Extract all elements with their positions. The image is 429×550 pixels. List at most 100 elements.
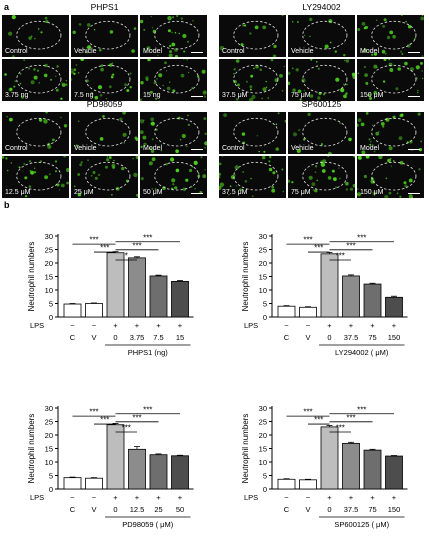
fluorescent-cell: [55, 88, 59, 92]
bar: [277, 305, 296, 318]
fluorescent-cell: [146, 46, 151, 51]
bar: [85, 477, 103, 490]
fluorescent-cell: [357, 28, 361, 31]
fluorescent-cell: [175, 149, 179, 153]
micrograph-tile: 150 μM: [357, 156, 424, 198]
fluorescent-cell: [333, 171, 335, 173]
y-tick-label: 30: [259, 404, 267, 413]
fluorescent-cell: [219, 45, 225, 51]
lps-sign: +: [392, 493, 397, 502]
fluorescent-cell: [34, 37, 36, 40]
fluorescent-cell: [43, 73, 48, 78]
lps-sign: +: [349, 321, 354, 330]
fluorescent-cell: [151, 138, 154, 141]
fluorescent-cell: [312, 189, 315, 191]
fluorescent-cell: [60, 183, 65, 188]
fluorescent-cell: [90, 174, 93, 177]
fluorescent-cell: [421, 55, 424, 57]
fluorescent-cell: [142, 135, 147, 140]
fluorescent-cell: [390, 165, 392, 167]
fluorescent-cell: [233, 68, 236, 71]
fluorescent-cell: [143, 142, 147, 146]
fluorescent-cell: [372, 191, 377, 196]
micrograph-tile: 3.75 ng: [2, 59, 69, 101]
fluorescent-cell: [219, 172, 221, 176]
outline-dashed-ellipse: [154, 20, 200, 50]
micrograph-tile: Control: [2, 15, 69, 57]
tile-label: Vehicle: [74, 48, 97, 55]
fluorescent-cell: [323, 93, 325, 96]
fluorescent-cell: [182, 187, 187, 192]
fluorescent-cell: [400, 50, 402, 53]
fluorescent-cell: [140, 119, 142, 121]
micrograph-tile: Model: [140, 15, 207, 57]
fluorescent-cell: [248, 98, 254, 101]
y-tick-label: 10: [45, 458, 53, 467]
bar: [106, 252, 125, 318]
y-tick-label: 5: [49, 300, 53, 309]
fluorescent-cell: [55, 75, 57, 77]
fluorescent-cell: [383, 18, 387, 22]
fluorescent-cell: [85, 79, 89, 83]
fluorescent-cell: [292, 67, 294, 70]
fluorescent-cell: [162, 84, 164, 87]
fluorescent-cell: [178, 32, 180, 35]
fluorescent-cell: [77, 72, 80, 74]
fluorescent-cell: [151, 27, 154, 29]
fluorescent-cell: [72, 30, 76, 34]
outline-dashed-ellipse: [233, 161, 279, 191]
fluorescent-cell: [316, 61, 318, 63]
y-axis-label: Neutrophil numbers: [241, 242, 250, 312]
fluorescent-cell: [56, 183, 60, 187]
lps-row-label: LPS: [244, 493, 258, 502]
fluorescent-cell: [28, 185, 32, 188]
significance-label: ***: [100, 416, 109, 425]
fluorescent-cell: [34, 167, 36, 169]
fluorescent-cell: [171, 178, 176, 183]
fluorescence-image: [292, 112, 352, 154]
bar: [106, 424, 125, 490]
fluorescent-cell: [77, 173, 81, 176]
fluorescent-cell: [408, 178, 413, 183]
fluorescent-cell: [382, 125, 385, 128]
fluorescent-cell: [253, 67, 255, 70]
y-tick-label: 15: [259, 273, 267, 282]
outline-dashed-ellipse: [233, 64, 279, 94]
fluorescent-cell: [55, 170, 57, 173]
fluorescent-cell: [191, 87, 194, 89]
lps-sign: +: [327, 321, 332, 330]
fluorescent-cell: [187, 40, 189, 43]
fluorescent-cell: [71, 70, 74, 74]
fluorescent-cell: [174, 48, 178, 52]
y-tick-label: 0: [263, 313, 267, 322]
fluorescent-cell: [283, 65, 286, 68]
fluorescent-cell: [256, 135, 258, 137]
fluorescent-cell: [74, 185, 76, 188]
tile-label: Model: [360, 48, 380, 55]
y-tick-label: 10: [259, 286, 267, 295]
fluorescent-cell: [119, 117, 123, 121]
lps-sign: +: [135, 493, 140, 502]
fluorescent-cell: [172, 16, 175, 19]
y-tick-label: 5: [49, 472, 53, 481]
fluorescent-cell: [340, 88, 345, 93]
fluorescent-cell: [129, 72, 132, 75]
micrograph-tile: 37.5 μM: [219, 156, 286, 198]
fluorescent-cell: [169, 44, 172, 48]
fluorescent-cell: [263, 150, 266, 153]
fluorescent-cell: [135, 137, 138, 141]
fluorescent-cell: [375, 19, 378, 21]
fluorescent-cell: [311, 182, 316, 186]
y-tick-label: 25: [45, 246, 53, 255]
fluorescent-cell: [309, 17, 313, 22]
fluorescent-cell: [346, 83, 348, 86]
y-tick-label: 15: [45, 273, 53, 282]
y-tick-label: 10: [45, 286, 53, 295]
fluorescent-cell: [65, 167, 69, 173]
bar: [63, 303, 82, 318]
y-tick-label: 0: [49, 485, 53, 494]
fluorescent-cell: [352, 74, 355, 79]
x-tick-label: 150: [388, 505, 401, 514]
